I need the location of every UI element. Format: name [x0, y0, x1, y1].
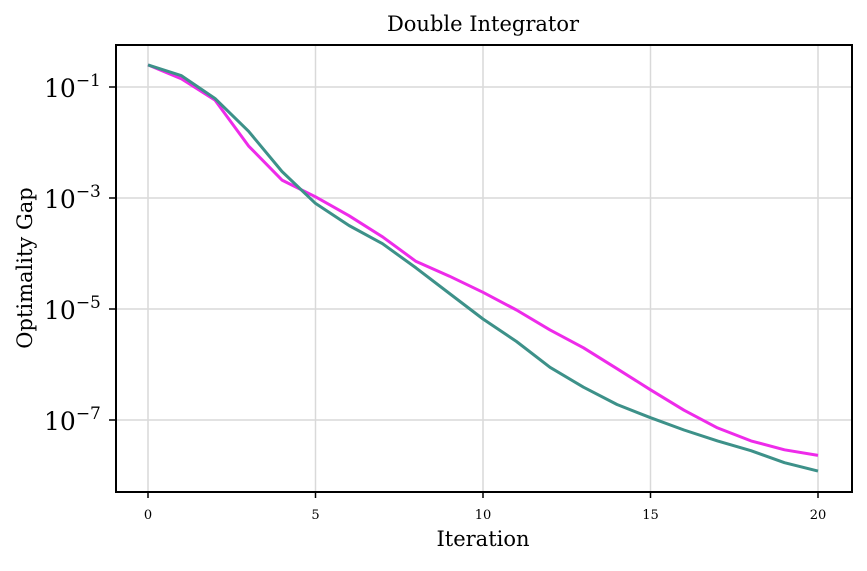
y-axis-ticks: 10−1 10−3 10−5 10−7 — [44, 71, 116, 436]
y-axis-label: Optimality Gap — [13, 187, 37, 348]
plot-frame — [115, 44, 853, 493]
series-lines — [147, 63, 819, 473]
chart-title: Double Integrator — [387, 12, 580, 36]
x-axis-ticks: 0 5 10 15 20 — [144, 492, 826, 523]
gridlines — [116, 45, 852, 492]
x-tick-label: 10 — [475, 508, 492, 523]
series-line-magenta — [147, 63, 819, 457]
series-line-teal — [147, 63, 819, 473]
y-tick-label: 10−3 — [44, 182, 101, 214]
y-tick-label: 10−5 — [44, 293, 101, 325]
x-tick-label: 15 — [642, 508, 659, 523]
x-axis-label: Iteration — [436, 527, 529, 551]
x-tick-label: 5 — [311, 508, 319, 523]
y-tick-label: 10−7 — [44, 404, 101, 436]
y-tick-label: 10−1 — [44, 71, 101, 103]
x-tick-label: 0 — [144, 508, 152, 523]
x-tick-label: 20 — [810, 508, 827, 523]
